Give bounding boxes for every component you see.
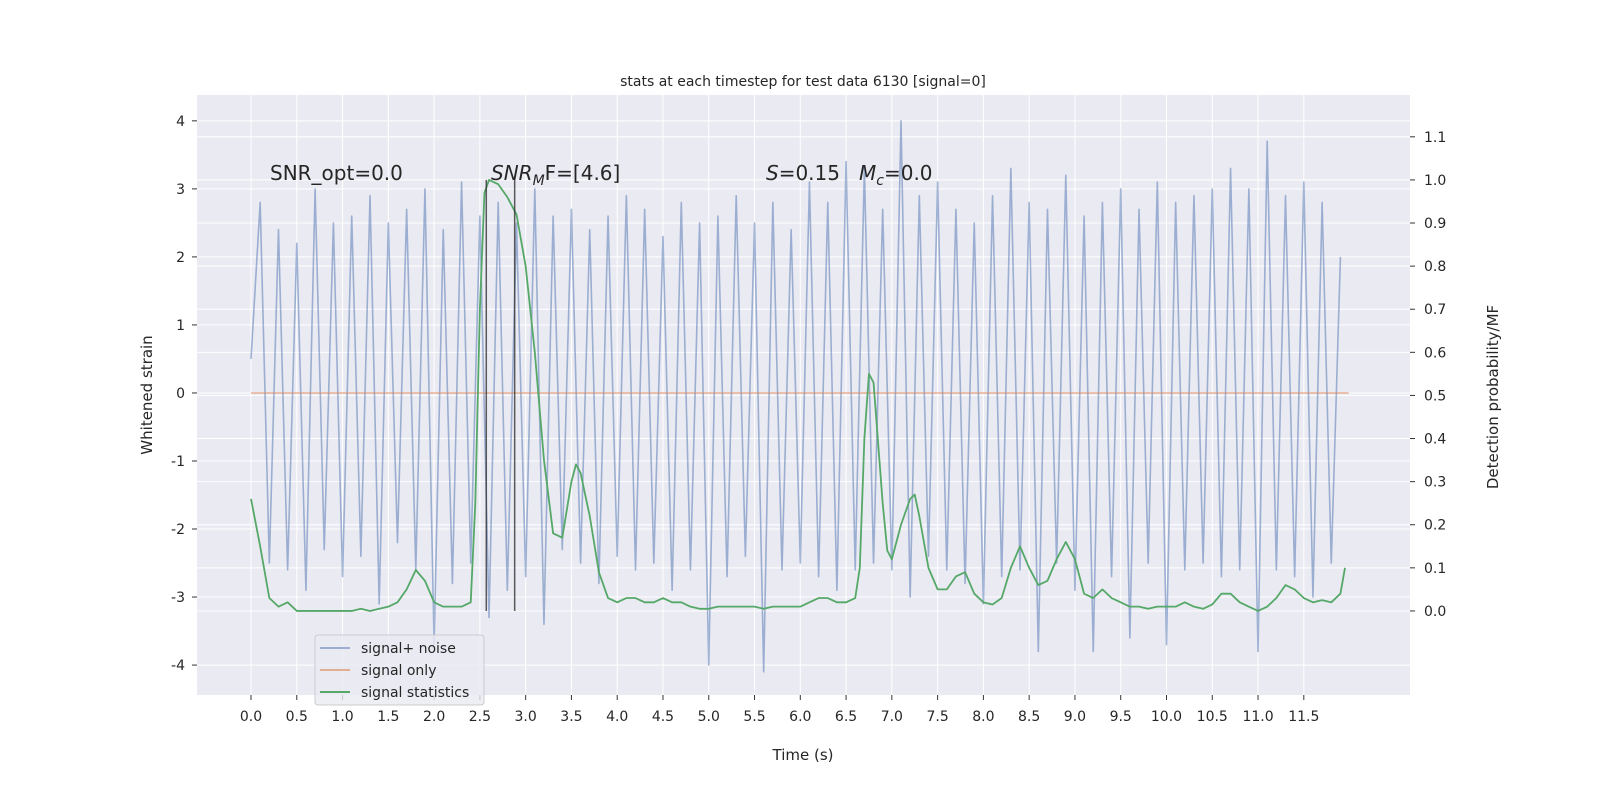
y2-tick-label: 0.0	[1424, 604, 1446, 620]
annotation-part: SNR	[491, 161, 533, 185]
y2-axis-label: Detection probability/MF	[1484, 305, 1502, 489]
x-tick-label: 6.5	[835, 709, 857, 725]
y-tick-label: -2	[171, 522, 185, 538]
x-tick-label: 0.5	[286, 709, 308, 725]
legend-box	[314, 634, 485, 706]
y-tick-label: 2	[176, 250, 185, 266]
x-tick-label: 9.0	[1064, 709, 1086, 725]
y2-tick-label: 0.5	[1424, 388, 1446, 404]
x-tick-label: 0.0	[240, 709, 262, 725]
legend-label: signal statistics	[361, 685, 469, 701]
legend-label: signal+ noise	[361, 641, 456, 657]
series-line	[250, 120, 1342, 673]
x-tick-label: 6.0	[789, 709, 811, 725]
y-tick-label: -3	[171, 590, 185, 606]
annotation: SNR_opt=0.0	[270, 161, 403, 185]
legend-label: signal only	[361, 663, 436, 679]
y2-tick-label: 0.7	[1424, 302, 1446, 318]
x-tick-label: 10.0	[1151, 709, 1182, 725]
annotation-part: M	[859, 161, 876, 185]
y2-tick-label: 0.1	[1424, 561, 1446, 577]
x-tick-label: 5.0	[698, 709, 720, 725]
y-tick-label: 4	[176, 114, 185, 130]
x-tick-label: 7.0	[881, 709, 903, 725]
series-line	[250, 179, 1346, 612]
legend: signal+ noise signal only signal statistic…	[314, 634, 485, 706]
x-tick-label: 1.0	[331, 709, 353, 725]
x-axis-label: Time (s)	[772, 746, 834, 764]
x-tick-label: 2.0	[423, 709, 445, 725]
annotation-part: F=[4.6]	[545, 161, 621, 185]
y2-tick-label: 0.6	[1424, 345, 1446, 361]
x-tick-label: 1.5	[377, 709, 399, 725]
y-tick-label: 1	[176, 318, 185, 334]
x-tick-label: 11.0	[1242, 709, 1273, 725]
y2-tick-label: 0.3	[1424, 475, 1446, 491]
y2-tick-label: 1.0	[1424, 173, 1446, 189]
x-tick-label: 3.0	[515, 709, 537, 725]
y-axis-label: Whitened strain	[138, 335, 156, 454]
y2-tick-label: 0.9	[1424, 216, 1446, 232]
annotation: S=0.15	[766, 161, 840, 185]
x-tick-label: 3.5	[560, 709, 582, 725]
annotation-part: S	[766, 161, 779, 185]
annotation-part: =0.15	[779, 161, 840, 185]
x-tick-label: 5.5	[743, 709, 765, 725]
y-tick-label: -1	[171, 454, 185, 470]
annotation: SNRMF=[4.6]	[491, 161, 620, 189]
y2-tick-label: 1.1	[1424, 130, 1446, 146]
y2-tick-label: 0.4	[1424, 432, 1446, 448]
x-tick-label: 8.5	[1018, 709, 1040, 725]
x-tick-label: 8.0	[972, 709, 994, 725]
y2-tick-label: 0.2	[1424, 518, 1446, 534]
annotation-part: =0.0	[884, 161, 933, 185]
annotation-part: SNR_opt=0.0	[270, 161, 403, 185]
grid	[197, 95, 1410, 695]
x-tick-label: 11.5	[1288, 709, 1319, 725]
annotation-part: M	[533, 173, 545, 189]
annotation: Mc=0.0	[859, 161, 933, 189]
x-tick-label: 4.5	[652, 709, 674, 725]
x-tick-label: 7.5	[926, 709, 948, 725]
x-tick-label: 9.5	[1110, 709, 1132, 725]
annotation-part: c	[876, 173, 884, 189]
x-tick-label: 10.5	[1197, 709, 1228, 725]
y-tick-label: -4	[171, 658, 185, 674]
y2-tick-label: 0.8	[1424, 259, 1446, 275]
x-tick-label: 4.0	[606, 709, 628, 725]
x-tick-label: 2.5	[469, 709, 491, 725]
y-tick-label: 3	[176, 182, 185, 198]
chart-title: stats at each timestep for test data 613…	[620, 74, 986, 90]
y-tick-label: 0	[176, 386, 185, 402]
